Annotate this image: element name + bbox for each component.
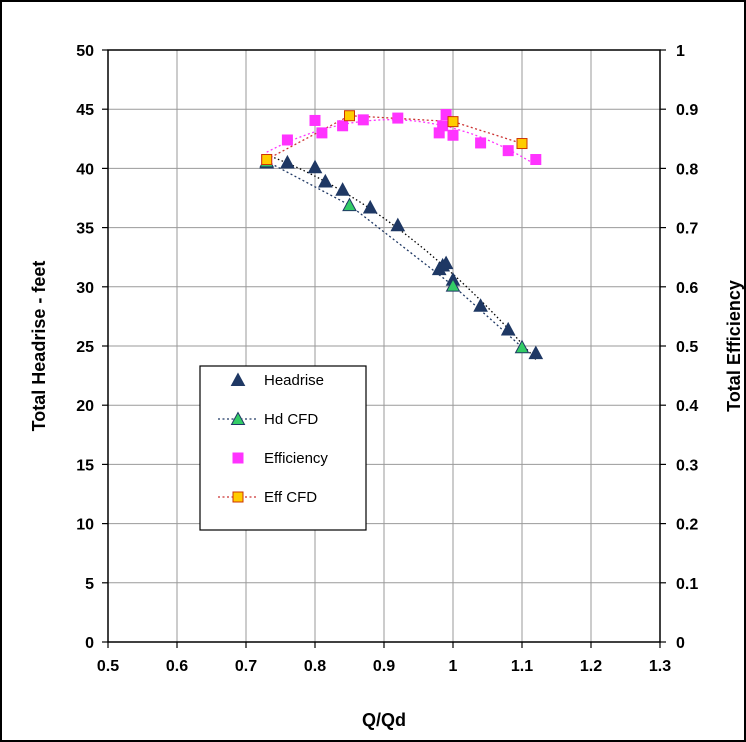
tick-labels: 0.5 0.6 0.7 0.8 0.9 1 1.1 1.2 1.3051015202530354…	[76, 43, 698, 675]
axes	[102, 49, 666, 648]
eff-cfd-point	[261, 154, 273, 166]
y-left-tick-label: 10	[76, 517, 94, 534]
eff-cfd-point	[516, 138, 528, 150]
headrise-point	[318, 173, 333, 188]
y-axis-right-title: Total Efficiency	[724, 280, 744, 412]
y-right-tick-label: 0.3	[676, 457, 698, 474]
x-axis-title: Q/Qd	[362, 710, 406, 730]
efficiency-point	[447, 129, 459, 141]
headrise-point	[473, 298, 488, 312]
series-lines	[266, 115, 537, 360]
legend-label-efficiency: Efficiency	[264, 450, 328, 467]
x-tick-label: 1.2	[580, 658, 602, 675]
x-tick-label: 0.9	[373, 658, 395, 675]
y-left-tick-label: 45	[76, 102, 94, 119]
headrise-point	[335, 182, 350, 196]
efficiency-point	[502, 145, 514, 157]
efficiency-point	[316, 127, 328, 139]
y-right-tick-label: 0.4	[676, 398, 698, 415]
headrise-point	[307, 159, 323, 174]
x-tick-label: 0.5	[97, 658, 119, 675]
headrise-point	[362, 199, 378, 214]
eff-cfd-point	[344, 110, 355, 122]
headrise-point	[280, 154, 295, 169]
axis-titles: Q/Qd Total Headrise - feet Total Efficie…	[29, 261, 744, 730]
x-tick-label: 1.3	[649, 658, 671, 675]
legend-marker-eff-cfd	[232, 491, 244, 503]
y-left-tick-label: 20	[76, 398, 94, 415]
x-tick-label: 1	[449, 658, 458, 675]
legend-marker-hd-cfd	[230, 411, 246, 426]
y-left-tick-label: 5	[85, 576, 94, 593]
y-left-tick-label: 40	[76, 161, 94, 178]
efficiency-point	[392, 112, 404, 124]
hd-cfd-point	[445, 278, 461, 292]
y-right-tick-label: 1	[676, 43, 685, 60]
y-left-tick-label: 35	[76, 221, 94, 238]
y-left-tick-label: 0	[85, 635, 94, 652]
legend-label-headrise: Headrise	[264, 372, 324, 389]
y-right-tick-label: 0.2	[676, 517, 698, 534]
eff-cfd-point	[447, 116, 459, 128]
y-right-tick-label: 0.5	[676, 339, 698, 356]
x-tick-label: 0.6	[166, 658, 188, 675]
efficiency-point	[530, 154, 542, 166]
legend-label-eff-cfd: Eff CFD	[264, 489, 317, 506]
y-right-tick-label: 0.6	[676, 280, 698, 297]
headrise-point	[390, 217, 406, 232]
efficiency-point	[440, 109, 452, 121]
legend-label-hd-cfd: Hd CFD	[264, 411, 318, 428]
y-axis-left-title: Total Headrise - feet	[29, 261, 49, 432]
efficiency-point	[475, 137, 487, 149]
hd-cfd-line	[266, 160, 523, 348]
headrise-point	[438, 255, 454, 270]
y-left-tick-label: 25	[76, 339, 94, 356]
legend-marker-headrise	[230, 372, 246, 387]
headrise-point	[528, 345, 544, 360]
efficiency-point	[357, 114, 369, 126]
legend-marker-efficiency	[232, 452, 244, 464]
hd-cfd-point	[514, 339, 530, 354]
y-right-tick-label: 0.1	[676, 576, 698, 593]
grid	[107, 49, 661, 643]
headrise-point	[500, 321, 516, 336]
legend: Headrise Hd CFD Efficiency Eff CFD	[199, 365, 367, 531]
x-tick-label: 0.7	[235, 658, 257, 675]
hd-cfd-point	[342, 197, 357, 212]
y-right-tick-label: 0.8	[676, 161, 698, 178]
efficiency-point	[437, 120, 449, 132]
x-tick-label: 1.1	[511, 658, 533, 675]
headrise-trendline	[266, 154, 537, 360]
legend-box	[199, 365, 367, 531]
efficiency-point	[281, 134, 293, 146]
data-markers	[259, 109, 544, 360]
y-right-tick-label: 0.9	[676, 102, 698, 119]
efficiency-point	[309, 114, 321, 126]
x-tick-label: 0.8	[304, 658, 326, 675]
y-right-tick-label: 0	[676, 635, 685, 652]
efficiency-trendline	[266, 119, 537, 166]
y-right-tick-label: 0.7	[676, 221, 698, 238]
efficiency-point	[337, 120, 349, 132]
y-left-tick-label: 15	[76, 457, 94, 474]
y-left-tick-label: 30	[76, 280, 94, 297]
y-left-tick-label: 50	[76, 43, 94, 60]
